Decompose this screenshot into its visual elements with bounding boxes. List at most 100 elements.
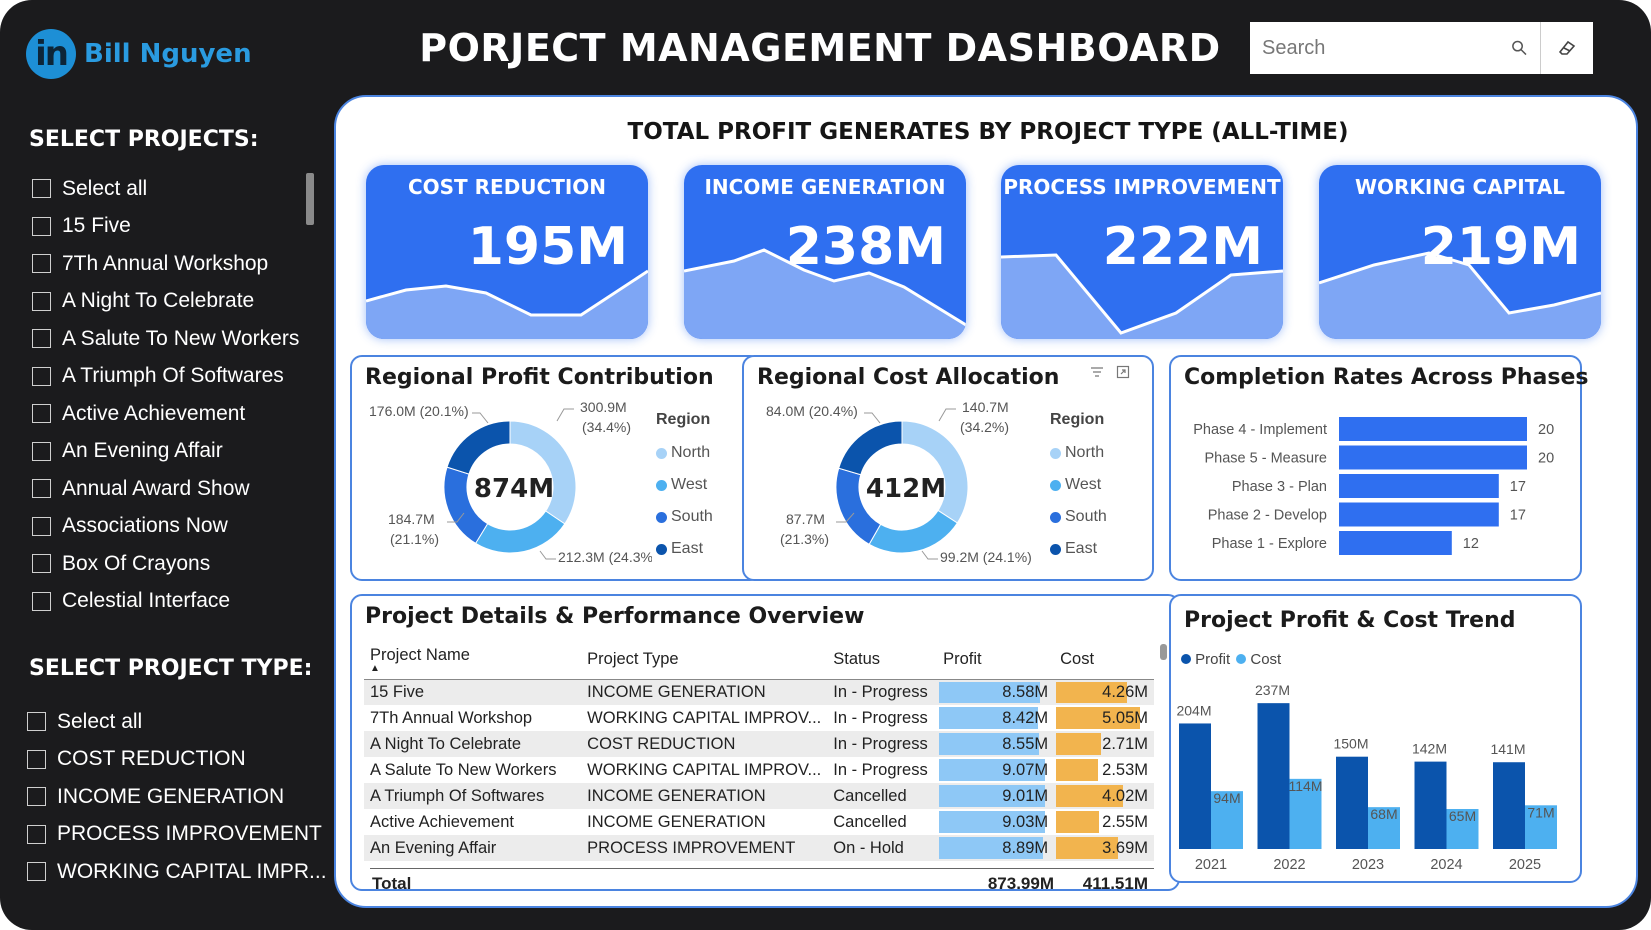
column-header-cost[interactable]: Cost: [1054, 641, 1154, 680]
completion-rates-card[interactable]: Completion Rates Across Phases Phase 4 -…: [1169, 355, 1589, 581]
checkbox[interactable]: [27, 824, 46, 844]
type-option[interactable]: INCOME GENERATION: [27, 778, 327, 816]
legend-item-west[interactable]: West: [656, 469, 713, 501]
checkbox[interactable]: [27, 862, 46, 882]
donut-slice-west[interactable]: [868, 509, 959, 554]
project-option[interactable]: Annual Award Show: [32, 470, 299, 508]
table-row[interactable]: 7Th Annual Workshop WORKING CAPITAL IMPRO…: [364, 705, 1154, 731]
type-option[interactable]: PROCESS IMPROVEMENT: [27, 816, 327, 854]
checkbox[interactable]: [32, 554, 51, 574]
donut-slice-north[interactable]: [901, 420, 969, 524]
project-option[interactable]: Box Of Crayons: [32, 545, 299, 583]
checkbox[interactable]: [32, 329, 51, 349]
filter-icon[interactable]: [1090, 365, 1104, 379]
profit-bar[interactable]: [1336, 756, 1368, 849]
legend-item-south[interactable]: South: [1050, 501, 1107, 533]
profit-cost-trend-chart[interactable]: 204M 94M 2021 237M 114M 2022 150M 68M 2023 142M 65…: [1171, 672, 1581, 882]
project-option[interactable]: 15 Five: [32, 208, 299, 246]
checkbox[interactable]: [32, 516, 51, 536]
checkbox[interactable]: [32, 216, 51, 236]
table-scrollbar[interactable]: [1160, 644, 1167, 660]
legend-item-north[interactable]: North: [1050, 437, 1107, 469]
table-row[interactable]: A Night To Celebrate COST REDUCTION In - P…: [364, 731, 1154, 757]
project-option[interactable]: Select all: [32, 170, 299, 208]
projects-slicer-scrollbar[interactable]: [306, 173, 314, 225]
phase-bar[interactable]: [1339, 531, 1452, 555]
checkbox[interactable]: [32, 404, 51, 424]
project-option[interactable]: An Evening Affair: [32, 433, 299, 471]
donut-slice-north[interactable]: [509, 420, 577, 525]
kpi-card-working-capital[interactable]: WORKING CAPITAL 219M: [1319, 165, 1601, 339]
table-row[interactable]: 15 Five INCOME GENERATION In - Progress 8.5…: [364, 679, 1154, 705]
checkbox[interactable]: [27, 749, 46, 769]
donut-slice-west[interactable]: [474, 510, 566, 554]
regional-profit-donut[interactable]: 874M 300.9M (34.4%) 212.3M (24.3%) 184.7…: [352, 391, 652, 581]
phase-bar[interactable]: [1339, 502, 1499, 527]
kpi-card-process-improvement[interactable]: PROCESS IMPROVEMENT 222M: [1001, 165, 1283, 339]
project-option[interactable]: A Salute To New Workers: [32, 320, 299, 358]
column-header-project-name[interactable]: Project Name ▲: [364, 641, 582, 680]
project-option[interactable]: A Triumph Of Softwares: [32, 358, 299, 396]
completion-rates-chart[interactable]: Phase 4 - Implement 20 Phase 5 - Measure 20…: [1171, 405, 1581, 575]
profit-bar[interactable]: [1414, 761, 1447, 849]
type-option[interactable]: Select all: [27, 703, 327, 741]
column-header-status[interactable]: Status: [827, 641, 938, 680]
checkbox[interactable]: [32, 179, 51, 199]
checkbox[interactable]: [32, 254, 51, 274]
legend-item-east[interactable]: East: [1050, 533, 1107, 565]
profit-bar[interactable]: [1179, 723, 1211, 849]
profit-bar[interactable]: [1493, 762, 1525, 849]
legend-item-east[interactable]: East: [656, 533, 713, 565]
legend-item-south[interactable]: South: [656, 501, 713, 533]
cost-cell: 2.71M: [1054, 731, 1154, 757]
project-option[interactable]: A Night To Celebrate: [32, 283, 299, 321]
cost-bar[interactable]: [1289, 778, 1322, 849]
search-icon[interactable]: [1511, 39, 1528, 57]
focus-mode-icon[interactable]: [1116, 365, 1130, 379]
cost-bar[interactable]: [1446, 809, 1479, 849]
type-option[interactable]: WORKING CAPITAL IMPR...: [27, 853, 327, 891]
table-row[interactable]: Active Achievement INCOME GENERATION Cance…: [364, 809, 1154, 835]
project-option[interactable]: Celestial Interface: [32, 583, 299, 621]
checkbox[interactable]: [27, 787, 46, 807]
cost-bar[interactable]: [1368, 807, 1400, 849]
profit-cost-trend-card[interactable]: Project Profit & Cost Trend Profit Cost …: [1169, 594, 1582, 883]
regional-cost-donut[interactable]: 412M 140.7M (34.2%) 99.2M (24.1%) 87.7M …: [744, 391, 1044, 581]
table-row[interactable]: An Evening Affair PROCESS IMPROVEMENT On -…: [364, 835, 1154, 861]
profit-bar[interactable]: [1257, 703, 1290, 849]
regional-profit-card[interactable]: Regional Profit Contribution 874M 300.9M…: [350, 355, 762, 581]
project-option[interactable]: Associations Now: [32, 508, 299, 546]
column-header-project-type[interactable]: Project Type: [581, 641, 828, 680]
kpi-card-cost-reduction[interactable]: COST REDUCTION 195M: [366, 165, 648, 339]
legend-item-cost[interactable]: Cost: [1236, 651, 1281, 668]
checkbox[interactable]: [32, 591, 51, 611]
cost-bar[interactable]: [1211, 791, 1243, 849]
phase-bar[interactable]: [1339, 445, 1527, 470]
checkbox[interactable]: [27, 712, 46, 732]
donut-slice-east[interactable]: [446, 420, 511, 475]
project-option[interactable]: 7Th Annual Workshop: [32, 245, 299, 283]
donut-label: 212.3M (24.3%): [558, 549, 652, 565]
checkbox[interactable]: [32, 479, 51, 499]
project-details-card[interactable]: Project Details & Performance Overview P…: [350, 594, 1180, 893]
checkbox[interactable]: [32, 291, 51, 311]
checkbox[interactable]: [32, 441, 51, 461]
donut-slice-east[interactable]: [838, 420, 903, 476]
phase-bar[interactable]: [1339, 417, 1527, 441]
type-option[interactable]: COST REDUCTION: [27, 741, 327, 779]
phase-bar[interactable]: [1339, 474, 1499, 498]
search-field[interactable]: [1250, 22, 1541, 74]
column-header-profit[interactable]: Profit: [937, 641, 1055, 680]
table-row[interactable]: A Triumph Of Softwares INCOME GENERATION C…: [364, 783, 1154, 809]
legend-item-north[interactable]: North: [656, 437, 713, 469]
table-row[interactable]: A Salute To New Workers WORKING CAPITAL I…: [364, 757, 1154, 783]
kpi-card-income-generation[interactable]: INCOME GENERATION 238M: [684, 165, 966, 339]
legend-item-west[interactable]: West: [1050, 469, 1107, 501]
cost-bar[interactable]: [1525, 805, 1557, 849]
search-input[interactable]: [1262, 36, 1512, 60]
regional-cost-card[interactable]: Regional Cost Allocation 412M 140.7M (34…: [742, 355, 1154, 581]
legend-item-profit[interactable]: Profit: [1181, 651, 1230, 668]
clear-selections-button[interactable]: [1541, 22, 1593, 74]
checkbox[interactable]: [32, 366, 51, 386]
project-option[interactable]: Active Achievement: [32, 395, 299, 433]
